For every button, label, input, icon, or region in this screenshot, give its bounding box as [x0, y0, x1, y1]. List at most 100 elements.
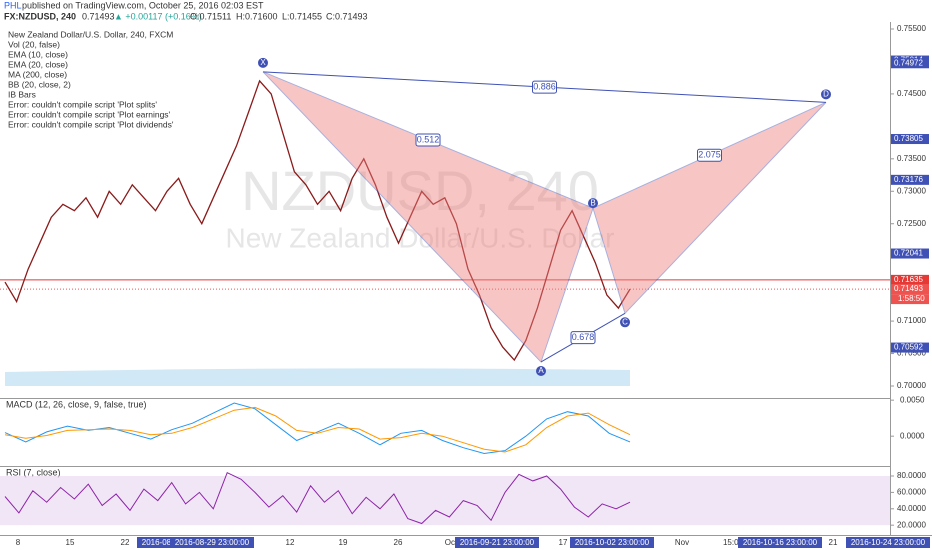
macd-tick-label: 0.0050 [900, 395, 925, 404]
price-marker-label: 0.73176 [894, 175, 923, 184]
ratio-label: 0.678 [572, 332, 595, 342]
price-marker [891, 342, 929, 353]
published: published on TradingView.com, October 25… [22, 0, 264, 10]
time-label: 2016-10-24 23:00:00 [851, 538, 926, 547]
rsi-line [4, 472, 631, 525]
legend-entry: Error: couldn't compile script 'Plot div… [8, 119, 174, 129]
legend-entry: Error: couldn't compile script 'Plot ear… [8, 109, 171, 119]
pattern-point-label: C [622, 317, 628, 326]
close: C:0.71493 [326, 11, 368, 21]
time-label: Oct [445, 538, 458, 547]
time-label: Nov [675, 538, 689, 547]
open: O:0.71511 [190, 11, 231, 21]
legend-entry: MA (200, close) [8, 69, 67, 79]
time-highlight [170, 537, 254, 548]
ratio-box [415, 133, 441, 147]
time-label: 2016-08-29 23:00:00 [175, 538, 250, 547]
price-tick-label: 0.73000 [897, 186, 926, 195]
low: L:0.71455 [282, 11, 322, 21]
watermark-name: New Zealand Dollar/U.S. Dollar [225, 222, 614, 253]
price-tick-label: 0.72500 [897, 219, 926, 228]
ratio-box [697, 148, 722, 162]
price-marker-label: 0.74972 [894, 58, 923, 67]
change: ▲ +0.00117 (+0.16%) [114, 11, 202, 21]
time-label: 2016-09-21 23:00:00 [460, 538, 535, 547]
time-label: 15 [66, 538, 75, 547]
time-label: 15:00 [723, 538, 744, 547]
price-marker [891, 284, 929, 295]
rsi-tick-label: 40.0000 [897, 504, 926, 513]
rsi-tick-label: 60.0000 [897, 488, 926, 497]
pattern-point-label: A [538, 366, 544, 375]
price-tick-label: 0.73500 [897, 154, 926, 163]
price-marker-label: 0.73805 [894, 134, 923, 143]
rsi-tick-label: 20.0000 [897, 520, 926, 529]
macd-title: MACD (12, 26, close, 9, false, true) [6, 399, 147, 409]
time-label: 2016-10-16 23:00:00 [743, 538, 818, 547]
ratio-label: 0.512 [417, 134, 440, 144]
price-line [4, 79, 631, 362]
rsi-band [0, 476, 890, 526]
countdown: 1:58:50 [898, 294, 925, 303]
rsi-title: RSI (7, close) [6, 467, 61, 477]
time-label: 12 [286, 538, 295, 547]
pane-divider [0, 466, 890, 467]
time-label: 19 [339, 538, 348, 547]
price-axis-border [890, 22, 891, 535]
time-label: 17 [559, 538, 568, 547]
price-marker [891, 134, 929, 145]
time-highlight [846, 537, 930, 548]
price-marker-label: 0.70592 [894, 343, 923, 352]
pattern-point [536, 365, 546, 376]
ratio-label: 0.886 [533, 81, 556, 91]
price-marker-label: 0.71493 [894, 284, 923, 293]
price-marker [891, 248, 929, 259]
time-highlight [455, 537, 539, 548]
price-marker [891, 58, 929, 69]
watermark-symbol: NZDUSD, 240 [241, 159, 599, 222]
time-highlight [738, 537, 822, 548]
time-label: 26 [394, 538, 403, 547]
time-highlight [137, 537, 183, 548]
time-label: 22 [121, 538, 130, 547]
volume-area [5, 368, 630, 386]
macd-tick-label: 0.0000 [900, 431, 925, 440]
time-label: 2016-10-02 23:00:00 [575, 538, 650, 547]
legend-entry: Vol (20, false) [8, 39, 60, 49]
time-label: 21 [829, 538, 838, 547]
ratio-box [570, 331, 596, 345]
legend-entry: New Zealand Dollar/U.S. Dollar, 240, FXC… [8, 29, 173, 39]
rsi-tick-label: 80.0000 [897, 471, 926, 480]
price-tick-label: 0.70000 [897, 381, 926, 390]
price-tick-label: 0.75500 [897, 24, 926, 33]
legend-entry: EMA (20, close) [8, 59, 68, 69]
pattern-point-label: B [590, 198, 595, 207]
price-marker-label: 0.71635 [894, 275, 923, 284]
countdown-box [891, 294, 929, 305]
pattern-point [588, 198, 598, 209]
legend-entry: Error: couldn't compile script 'Plot spl… [8, 99, 157, 109]
pattern-point-label: X [260, 58, 266, 67]
high: H:0.71600 [236, 11, 278, 21]
price-marker [891, 174, 929, 185]
publisher[interactable]: PHL [4, 0, 22, 10]
symbol: FX:NZDUSD, 240 [4, 11, 76, 21]
macd-line [4, 402, 631, 455]
time-highlight [570, 537, 654, 548]
pattern-point [258, 57, 268, 68]
legend-entry: BB (20, close, 2) [8, 79, 71, 89]
pattern-point [821, 89, 831, 100]
price-tick-label: 0.71000 [897, 316, 926, 325]
price-tick-label: 0.70500 [897, 349, 926, 358]
signal-line [4, 406, 631, 453]
time-label: 2016-08-2 [142, 538, 179, 547]
time-label: 8 [16, 538, 21, 547]
time-axis-border [0, 535, 932, 536]
legend-entry: IB Bars [8, 89, 36, 99]
ratio-box [532, 80, 557, 94]
ratio-label: 2.075 [698, 150, 721, 160]
pane-divider [0, 398, 890, 399]
price-marker [891, 274, 929, 285]
